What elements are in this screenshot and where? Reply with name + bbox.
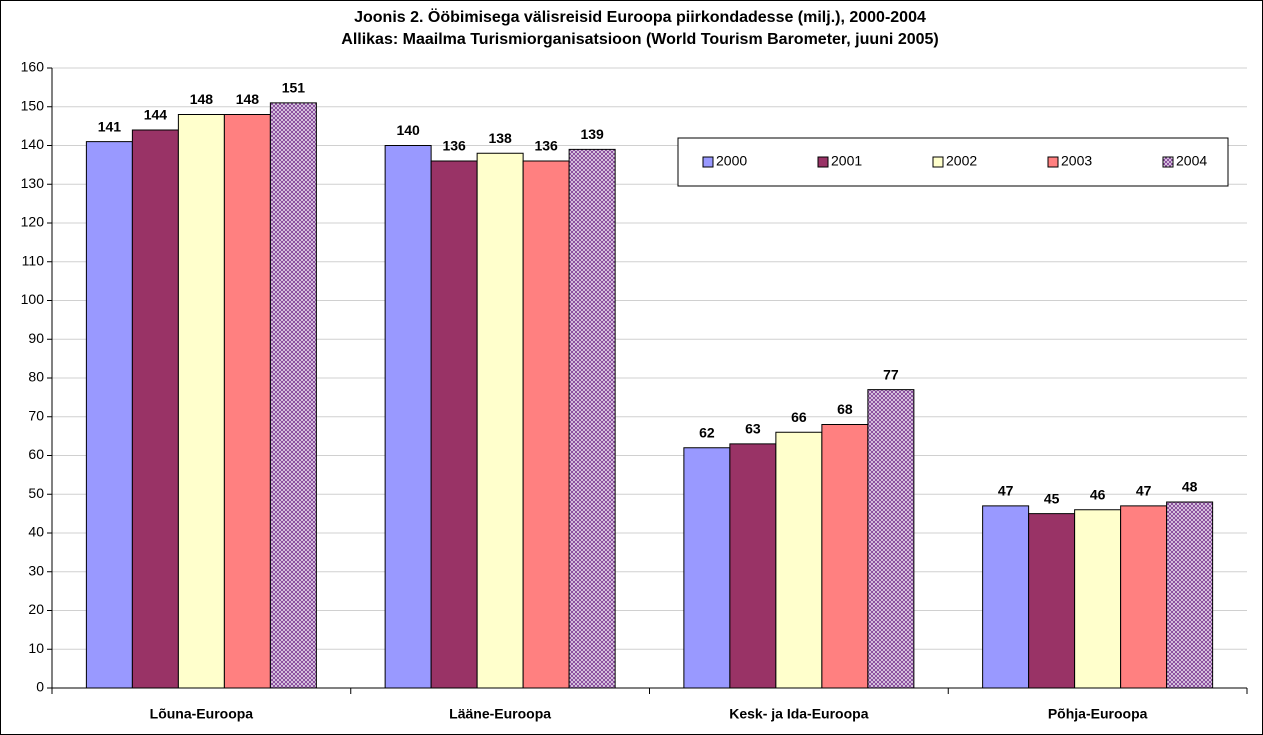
- bar: [568, 148, 616, 689]
- bar: [384, 145, 432, 689]
- data-label: 62: [699, 424, 715, 440]
- y-tick-label: 20: [28, 601, 44, 617]
- legend-swatch: [702, 156, 714, 168]
- x-tick-label: Lääne-Euroopa: [449, 706, 551, 722]
- bar: [683, 447, 731, 689]
- legend-label: 2003: [1061, 153, 1092, 169]
- legend-swatch: [1047, 156, 1059, 168]
- data-label: 46: [1090, 486, 1106, 502]
- bar: [821, 424, 869, 689]
- data-label: 151: [282, 80, 306, 96]
- bar: [729, 443, 777, 689]
- data-label: 66: [791, 409, 807, 425]
- y-tick-label: 100: [21, 291, 45, 307]
- x-tick-label: Kesk- ja Ida-Euroopa: [729, 706, 868, 722]
- data-label: 48: [1182, 479, 1198, 495]
- y-tick-label: 150: [21, 97, 45, 113]
- bar: [131, 129, 179, 689]
- y-tick-label: 0: [36, 679, 44, 695]
- chart-title: Joonis 2. Ööbimisega välisreisid Euroopa…: [354, 7, 926, 26]
- data-label: 139: [580, 126, 604, 142]
- bar: [269, 102, 317, 689]
- data-label: 63: [745, 421, 761, 437]
- bar: [867, 389, 915, 689]
- y-tick-label: 160: [21, 59, 45, 75]
- bar: [223, 114, 271, 689]
- y-tick-label: 40: [28, 524, 44, 540]
- bar: [1166, 501, 1214, 689]
- bar: [1120, 505, 1168, 689]
- data-label: 148: [236, 91, 260, 107]
- bar: [775, 431, 823, 689]
- bar: [1074, 509, 1122, 689]
- data-label: 77: [883, 366, 899, 382]
- bar: [177, 114, 225, 689]
- data-label: 136: [442, 138, 466, 154]
- x-tick-label: Lõuna-Euroopa: [150, 706, 254, 722]
- y-tick-label: 30: [28, 562, 44, 578]
- legend-swatch: [932, 156, 944, 168]
- y-tick-label: 110: [22, 252, 45, 268]
- data-label: 47: [1136, 483, 1152, 499]
- bar: [85, 141, 133, 689]
- y-tick-label: 60: [28, 446, 44, 462]
- y-tick-label: 90: [28, 330, 44, 346]
- bar: [476, 152, 524, 689]
- bar: [1028, 513, 1076, 689]
- legend-swatch: [817, 156, 829, 168]
- y-tick-label: 120: [21, 214, 45, 230]
- data-label: 45: [1044, 490, 1060, 506]
- y-tick-label: 10: [28, 640, 44, 656]
- y-tick-label: 80: [28, 369, 44, 385]
- data-label: 136: [534, 138, 558, 154]
- data-label: 141: [98, 118, 122, 134]
- y-tick-label: 50: [28, 485, 44, 501]
- legend-box: [677, 137, 1229, 187]
- legend-label: 2000: [716, 153, 747, 169]
- legend-label: 2004: [1176, 153, 1207, 169]
- y-tick-label: 140: [21, 136, 45, 152]
- x-tick-label: Põhja-Euroopa: [1048, 706, 1148, 722]
- bar: [982, 505, 1030, 689]
- bar: [522, 160, 570, 689]
- data-label: 140: [396, 122, 420, 138]
- bar: [430, 160, 478, 689]
- data-label: 68: [837, 401, 853, 417]
- chart-subtitle: Allikas: Maailma Turismiorganisatsioon (…: [341, 31, 938, 48]
- data-label: 47: [998, 483, 1014, 499]
- y-tick-label: 70: [28, 407, 44, 423]
- data-label: 148: [190, 91, 214, 107]
- legend-label: 2002: [946, 153, 977, 169]
- legend-label: 2001: [831, 153, 862, 169]
- legend-swatch: [1162, 156, 1174, 168]
- data-label: 144: [144, 107, 168, 123]
- data-label: 138: [488, 130, 512, 146]
- y-tick-label: 130: [21, 175, 45, 191]
